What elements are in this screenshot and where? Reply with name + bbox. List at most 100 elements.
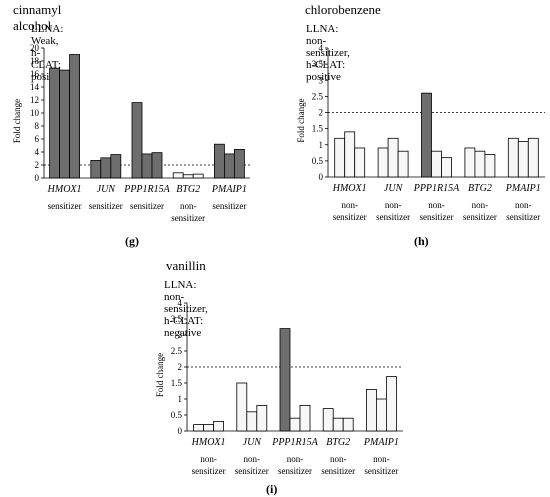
y-tick-label: 2 [178,362,183,372]
bar [193,424,205,432]
y-tick-label: 2.5 [171,346,183,356]
y-tick-label: 6 [35,134,40,144]
y-tick-label: 2.5 [312,91,324,101]
y-tick-label: 0.5 [171,410,183,420]
bar [517,141,529,178]
y-tick-label: 0 [319,172,324,182]
bar [397,150,409,178]
bar [431,150,442,178]
chart-title: chlorobenzene [305,2,381,17]
bar [334,137,346,178]
y-tick-label: 1 [319,140,324,150]
panel-label: (i) [266,482,278,496]
y-tick-label: 3.5 [171,314,183,324]
class-label: sensitizer [321,466,355,476]
category-label: BTG2 [326,437,350,448]
panel-label: (g) [125,234,139,248]
bar [354,147,366,178]
bar [213,420,225,432]
class-label: sensitizer [212,201,246,211]
y-tick-label: 1.5 [171,378,183,388]
category-label: PPP1R15A [123,184,170,195]
class-label: non- [244,454,261,464]
bar [279,328,291,432]
y-tick-label: 14 [30,82,40,92]
class-label: non- [472,200,489,210]
y-tick-label: 20 [30,43,40,53]
y-tick-label: 16 [30,69,40,79]
y-tick-label: 2 [35,160,40,170]
class-label: sensitizer [48,201,82,211]
bar [141,153,153,179]
y-tick-label: 3.5 [312,59,324,69]
bar [151,152,163,179]
category-label: BTG2 [468,183,492,194]
category-label: PPP1R15A [413,183,460,194]
class-label: non- [341,200,358,210]
bar [344,131,356,178]
bar [527,137,539,178]
bar [375,398,387,432]
bar [110,154,122,179]
bar [365,388,377,432]
bar [131,102,143,179]
bar [59,69,70,179]
class-label: non- [515,200,532,210]
class-label: sensitizer [130,201,164,211]
bar [377,147,389,178]
class-label: sensitizer [333,212,367,222]
bar [342,417,354,432]
y-tick-label: 3 [178,330,183,340]
bar [332,417,344,432]
y-tick-label: 0 [178,426,183,436]
bar [441,157,452,178]
bar [192,173,204,179]
chart-title: vanillin [166,258,206,273]
y-tick-label: 10 [30,108,40,118]
category-label: HMOX1 [332,183,367,194]
class-label: sensitizer [463,212,497,222]
y-tick-label: 18 [30,56,40,66]
class-label: sensitizer [506,212,540,222]
category-label: PPP1R15A [271,437,318,448]
bar [90,160,102,179]
category-label: PMAIP1 [505,183,541,194]
class-label: non- [330,454,347,464]
class-label: non- [200,454,217,464]
y-tick-label: 12 [30,95,39,105]
category-label: JUN [384,183,404,194]
bar [474,150,486,178]
chart-subtitle: LLNA: non-sensitizer, h-CLAT: positive [306,23,350,83]
bar [182,174,194,179]
class-label: non- [287,454,304,464]
bar [223,153,235,179]
y-axis-label: Fold change [296,98,306,142]
bar [387,137,399,178]
category-label: HMOX1 [47,184,82,195]
y-tick-label: 3 [319,75,324,85]
y-tick-label: 0.5 [312,156,324,166]
bar [507,137,519,178]
bar [213,143,225,179]
y-axis-label: Fold change [155,353,165,397]
class-label: sensitizer [171,213,205,223]
bar [256,404,268,432]
class-label: sensitizer [235,466,269,476]
bar [421,92,432,178]
bar [484,154,496,178]
bar [322,408,334,432]
y-tick-label: 8 [35,121,40,131]
y-tick-label: 1 [178,394,183,404]
class-label: non- [180,201,197,211]
bar [299,404,311,432]
chart-title: cinnamyl alcohol [13,2,62,33]
category-label: JUN [97,184,117,195]
panel-label: (h) [414,234,429,248]
class-label: non- [373,454,390,464]
y-tick-label: 1.5 [312,124,324,134]
class-label: sensitizer [364,466,398,476]
bar [100,157,112,179]
category-label: PMAIP1 [211,184,247,195]
bar [233,148,245,179]
